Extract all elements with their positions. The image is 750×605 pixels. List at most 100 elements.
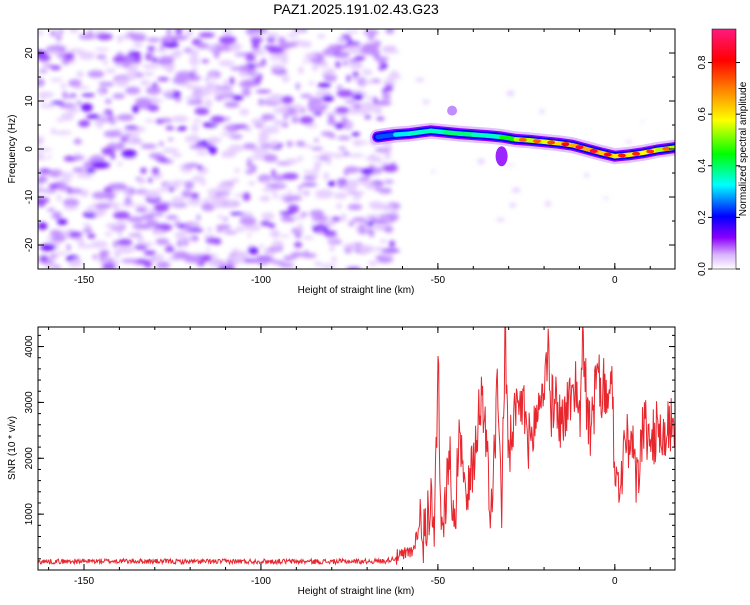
noise-speckle <box>224 200 237 206</box>
heatmap-ridge-layer <box>369 105 675 167</box>
ridge-hotspot <box>662 146 671 151</box>
noise-speckle <box>258 196 271 201</box>
noise-speckle <box>54 130 72 135</box>
noise-speckle <box>125 133 131 137</box>
noise-speckle <box>352 103 362 110</box>
noise-speckle <box>385 29 395 34</box>
noise-speckle <box>364 114 372 120</box>
noise-speckle <box>183 238 189 247</box>
noise-speckle <box>381 93 392 100</box>
noise-speckle <box>66 244 71 251</box>
noise-speckle <box>81 93 96 97</box>
noise-speckle <box>78 51 95 60</box>
noise-speckle <box>376 106 382 113</box>
noise-speckle <box>76 173 94 179</box>
heatmap-y-tick-label: 0 <box>24 146 35 152</box>
noise-speckle <box>126 65 138 73</box>
noise-speckle <box>247 233 252 238</box>
noise-speckle <box>116 220 127 224</box>
noise-speckle <box>187 85 197 90</box>
noise-speckle <box>308 105 326 113</box>
noise-speckle <box>342 151 350 157</box>
noise-speckle <box>217 214 224 219</box>
noise-speckle <box>308 80 315 86</box>
noise-speckle <box>140 167 147 174</box>
ridge-hotspot <box>646 149 655 154</box>
noise-speckle <box>115 78 128 87</box>
noise-speckle <box>147 212 164 217</box>
noise-speckle <box>98 88 105 96</box>
noise-speckle <box>338 146 346 151</box>
noise-speckle <box>157 77 170 82</box>
noise-speckle <box>112 202 120 211</box>
noise-speckle <box>309 209 325 218</box>
noise-speckle <box>99 250 108 259</box>
noise-speckle <box>640 120 645 123</box>
noise-speckle <box>38 136 42 146</box>
noise-speckle <box>346 179 362 185</box>
noise-speckle <box>57 29 64 34</box>
noise-speckle <box>230 178 240 183</box>
noise-speckle <box>373 50 380 59</box>
noise-speckle <box>261 212 275 221</box>
snr-x-ticks: -150 -100 -50 0 <box>48 327 651 587</box>
noise-speckle <box>314 190 326 195</box>
noise-speckle <box>137 177 146 185</box>
noise-speckle <box>204 98 213 108</box>
noise-speckle <box>128 51 141 57</box>
noise-speckle <box>277 181 283 186</box>
noise-speckle <box>175 29 183 35</box>
noise-speckle <box>287 204 300 214</box>
noise-speckle <box>539 108 545 114</box>
noise-speckle <box>304 249 309 256</box>
noise-speckle <box>333 192 349 198</box>
snr-y-ticks: 1000 2000 3000 4000 <box>24 334 675 560</box>
noise-speckle <box>271 93 279 98</box>
noise-speckle <box>281 56 289 65</box>
noise-speckle <box>295 140 306 147</box>
noise-speckle <box>218 60 235 67</box>
noise-speckle <box>91 161 109 169</box>
noise-speckle <box>171 115 189 123</box>
noise-speckle <box>164 246 175 253</box>
noise-speckle <box>302 170 318 174</box>
noise-speckle <box>205 237 220 244</box>
noise-speckle <box>343 168 349 176</box>
noise-speckle <box>343 184 354 192</box>
noise-speckle <box>147 37 160 43</box>
noise-speckle <box>372 96 377 103</box>
noise-speckle <box>351 132 360 137</box>
colorbar: 0.0 0.2 0.4 0.6 0.8 Normalized spectral ampl… <box>697 28 749 276</box>
heatmap-y-tick-label: -10 <box>24 189 35 204</box>
noise-speckle <box>252 146 269 155</box>
noise-speckle <box>104 98 112 104</box>
snr-x-tick-label: -150 <box>74 576 94 587</box>
noise-speckle <box>49 229 63 237</box>
noise-speckle <box>186 100 204 105</box>
noise-speckle <box>299 116 314 125</box>
noise-speckle <box>143 250 157 256</box>
noise-speckle <box>155 48 168 53</box>
noise-speckle <box>390 70 399 78</box>
noise-speckle <box>124 125 139 130</box>
noise-speckle <box>163 42 180 48</box>
noise-speckle <box>258 98 264 106</box>
noise-speckle <box>297 223 304 231</box>
ridge-core-segment <box>393 131 412 137</box>
heatmap-y-tick-label: 10 <box>24 95 35 107</box>
snr-x-tick-label: -100 <box>251 576 271 587</box>
noise-speckle <box>93 209 103 216</box>
noise-speckle <box>64 52 75 61</box>
noise-speckle <box>117 35 122 44</box>
noise-speckle <box>56 218 68 226</box>
noise-speckle <box>147 46 156 52</box>
noise-speckle <box>348 220 355 227</box>
noise-speckle <box>207 188 219 194</box>
noise-speckle <box>48 254 58 259</box>
noise-speckle <box>174 231 187 239</box>
snr-x-tick-label: -50 <box>431 576 446 587</box>
noise-speckle <box>176 239 183 248</box>
noise-speckle <box>358 245 375 253</box>
noise-speckle <box>116 114 134 121</box>
noise-speckle <box>251 62 266 68</box>
